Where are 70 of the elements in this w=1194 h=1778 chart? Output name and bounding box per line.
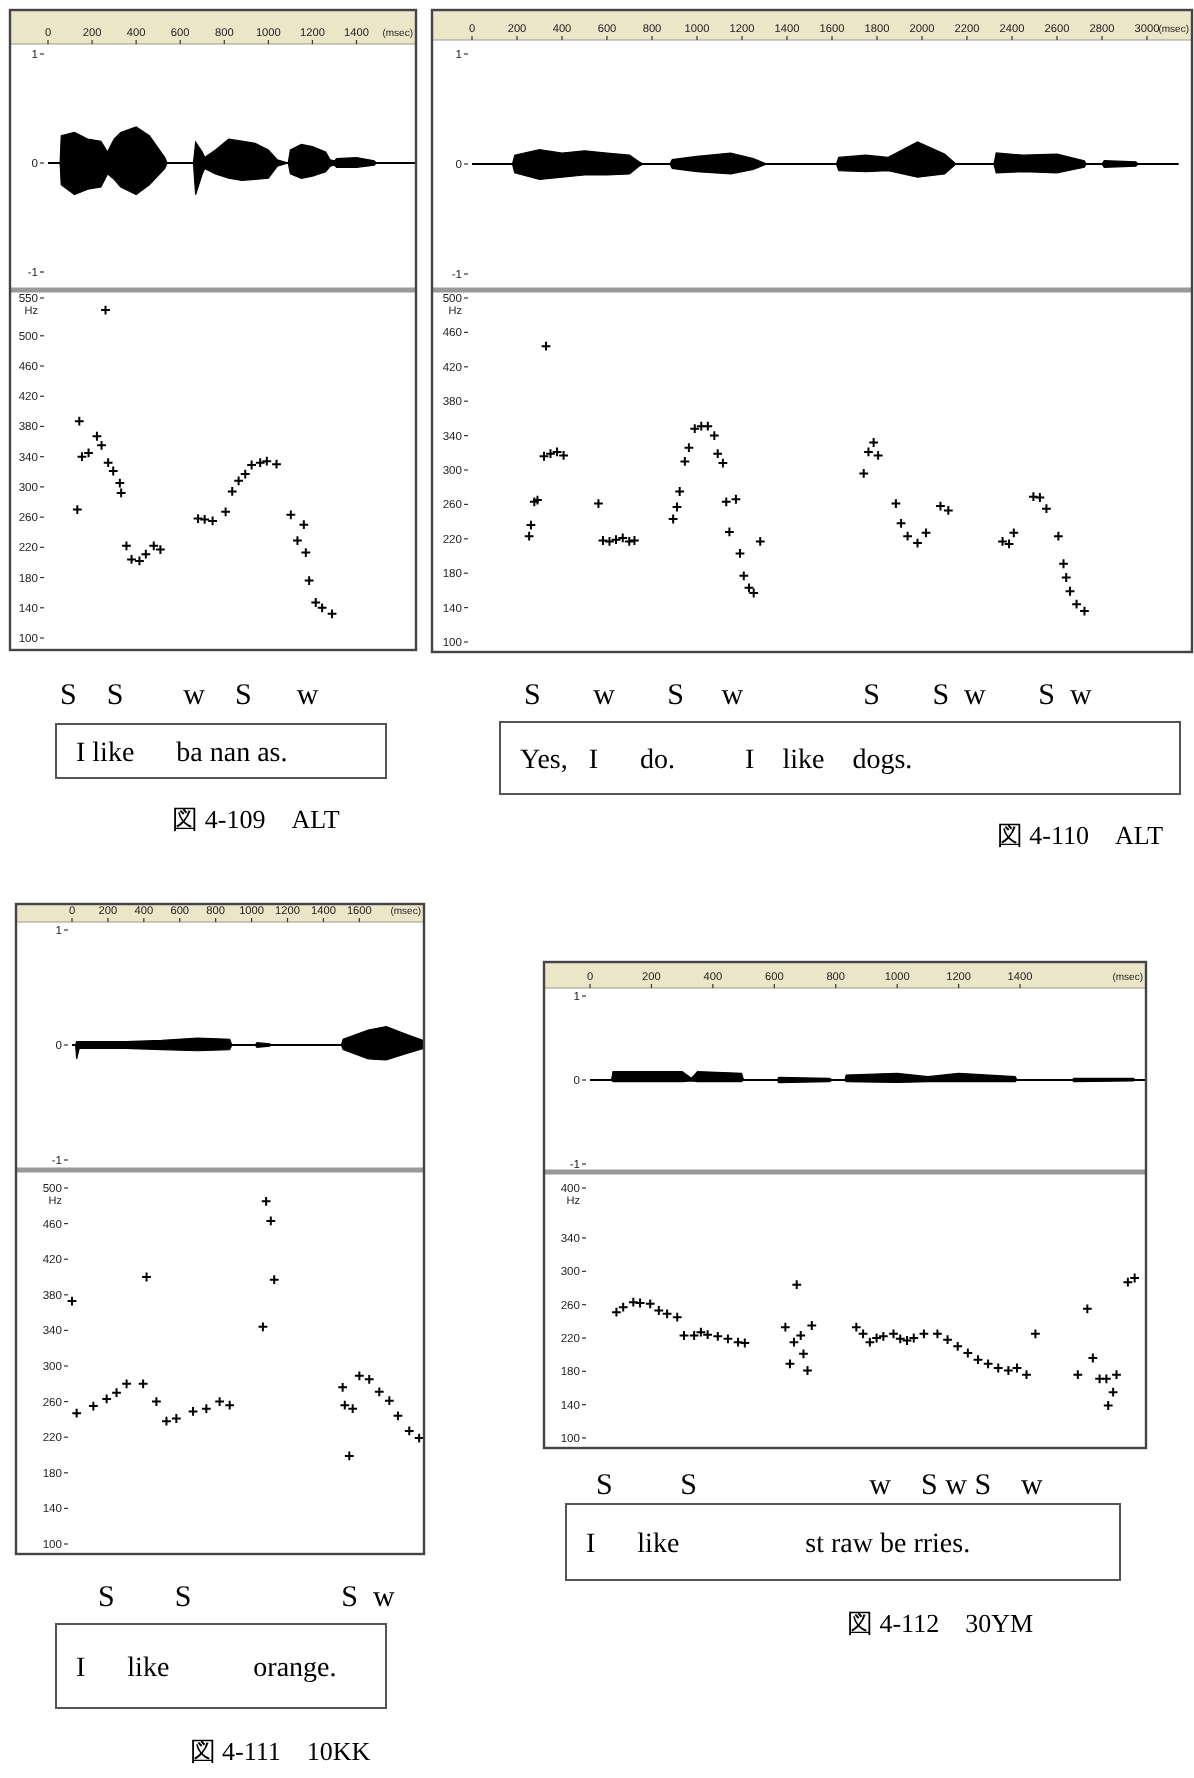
text: I like ba nan as.: [76, 739, 288, 769]
point: [894, 1333, 906, 1345]
caption: 図 4-109 ALT: [172, 804, 340, 834]
point: [802, 1365, 813, 1376]
point: [523, 530, 535, 542]
text: I like orange.: [76, 1654, 337, 1684]
point: [798, 1348, 809, 1360]
point: [1030, 1328, 1041, 1340]
point: [343, 1450, 355, 1462]
point: [303, 575, 315, 586]
point: [71, 1407, 83, 1419]
point: [935, 500, 946, 512]
text: S S w S w S w: [596, 1470, 1044, 1502]
point: [688, 1330, 700, 1341]
point: [912, 537, 923, 549]
point: [779, 1321, 791, 1333]
caption: 図 4-112 30YM: [846, 1608, 1034, 1638]
point: [148, 540, 160, 552]
point: [850, 1321, 862, 1333]
text: S S S w: [98, 1582, 396, 1614]
point: [1107, 1386, 1119, 1398]
point: [161, 1415, 172, 1427]
point: [1122, 1276, 1134, 1288]
point: [593, 498, 604, 509]
point: [1081, 1303, 1093, 1315]
point: [1052, 530, 1064, 542]
point: [83, 447, 94, 459]
point: [292, 535, 303, 546]
caption: 図 4-110 ALT: [996, 820, 1164, 850]
point: [140, 548, 152, 560]
point: [695, 1326, 707, 1338]
point: [121, 1378, 132, 1390]
point: [629, 535, 640, 546]
point: [285, 509, 297, 521]
point: [170, 1413, 182, 1424]
point: [795, 1330, 807, 1341]
point: [114, 477, 126, 489]
point: [868, 437, 880, 448]
point: [888, 1328, 899, 1340]
point: [73, 415, 85, 427]
point: [1071, 598, 1082, 610]
text: I like st raw be rries.: [586, 1530, 971, 1560]
point: [858, 468, 870, 479]
point: [720, 496, 732, 508]
text: S w S w S S w S w: [524, 680, 1092, 712]
point: [373, 1386, 385, 1398]
point: [137, 1378, 149, 1390]
point: [864, 1336, 876, 1348]
point: [1058, 558, 1069, 570]
point: [902, 530, 913, 542]
point: [71, 504, 83, 515]
text: Yes, I do. I like dogs.: [520, 746, 913, 776]
point: [738, 570, 750, 582]
caption: 図 4-111 10KK: [189, 1736, 372, 1766]
point: [1060, 572, 1072, 583]
point: [679, 456, 691, 467]
point: [1008, 527, 1020, 539]
point: [339, 1399, 351, 1411]
point: [226, 486, 238, 497]
point: [1102, 1400, 1114, 1411]
point: [151, 1396, 162, 1407]
point: [121, 540, 132, 552]
point: [806, 1320, 818, 1331]
point: [942, 505, 954, 516]
point: [126, 554, 137, 565]
point: [674, 486, 686, 497]
point: [310, 597, 322, 608]
point: [617, 1301, 629, 1313]
point: [611, 1306, 622, 1318]
text: S S w S w: [60, 680, 319, 712]
